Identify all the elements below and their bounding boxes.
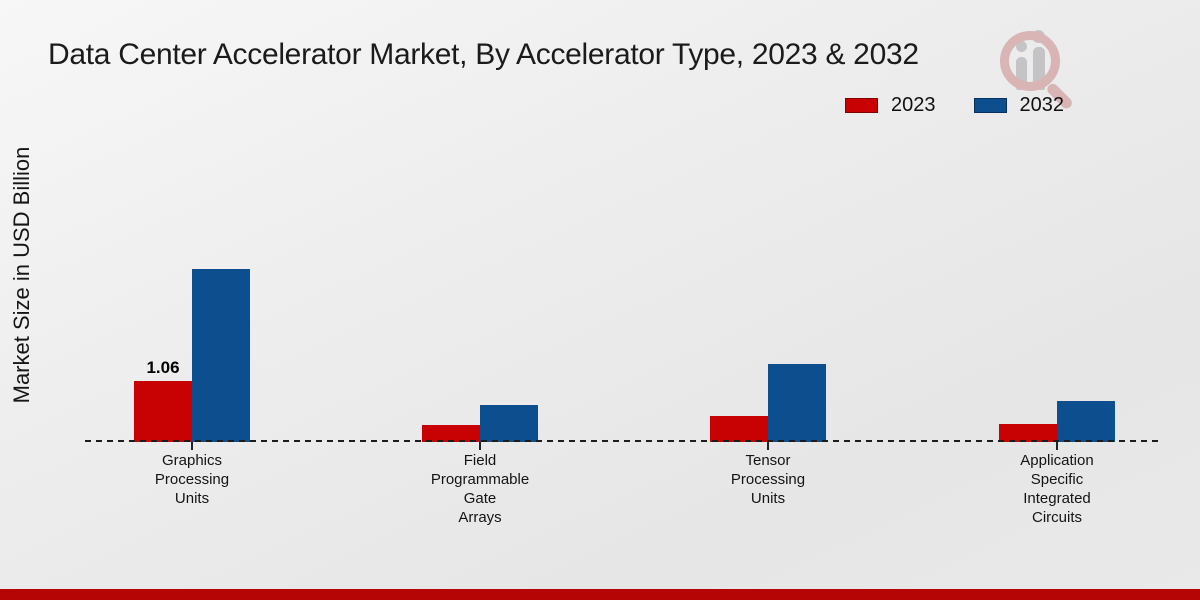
legend-swatch-2023 [845, 98, 878, 113]
legend-item-2032: 2032 [973, 94, 1065, 117]
legend: 2023 2032 [845, 94, 1064, 117]
category-label: Field Programmable Gate Arrays [430, 452, 530, 526]
x-axis-tick [767, 442, 769, 450]
bar-2032-category-1 [192, 269, 250, 442]
zero-baseline [85, 440, 1163, 442]
bar-2023-category-1 [134, 380, 192, 442]
bar-2023-category-2 [422, 425, 480, 442]
bar-value-label: 1.06 [146, 357, 180, 377]
legend-item-2023: 2023 [845, 94, 936, 117]
watermark-logo [995, 28, 1085, 118]
y-axis-label: Market Size in USD Billion [9, 146, 34, 404]
footer-bar [0, 589, 1200, 600]
bar-2032-category-2 [480, 404, 538, 442]
bar-2023-category-4 [999, 424, 1057, 442]
bar-2023-category-3 [710, 416, 768, 442]
chart-title: Data Center Accelerator Market, By Accel… [48, 38, 919, 71]
magnifier-icon [1000, 31, 1060, 91]
x-axis-tick [479, 442, 481, 450]
bar-2032-category-4 [1057, 400, 1115, 442]
legend-label-2032: 2032 [1019, 94, 1065, 116]
category-label: Application Specific Integrated Circuits [1020, 452, 1094, 526]
category-label: Graphics Processing Units [154, 452, 230, 507]
legend-label-2023: 2023 [891, 94, 936, 116]
bar-2032-category-3 [768, 364, 826, 442]
legend-swatch-2032 [973, 98, 1007, 113]
x-axis-tick [1056, 442, 1058, 450]
x-axis-tick [191, 442, 193, 450]
category-label: Tensor Processing Units [730, 452, 806, 507]
